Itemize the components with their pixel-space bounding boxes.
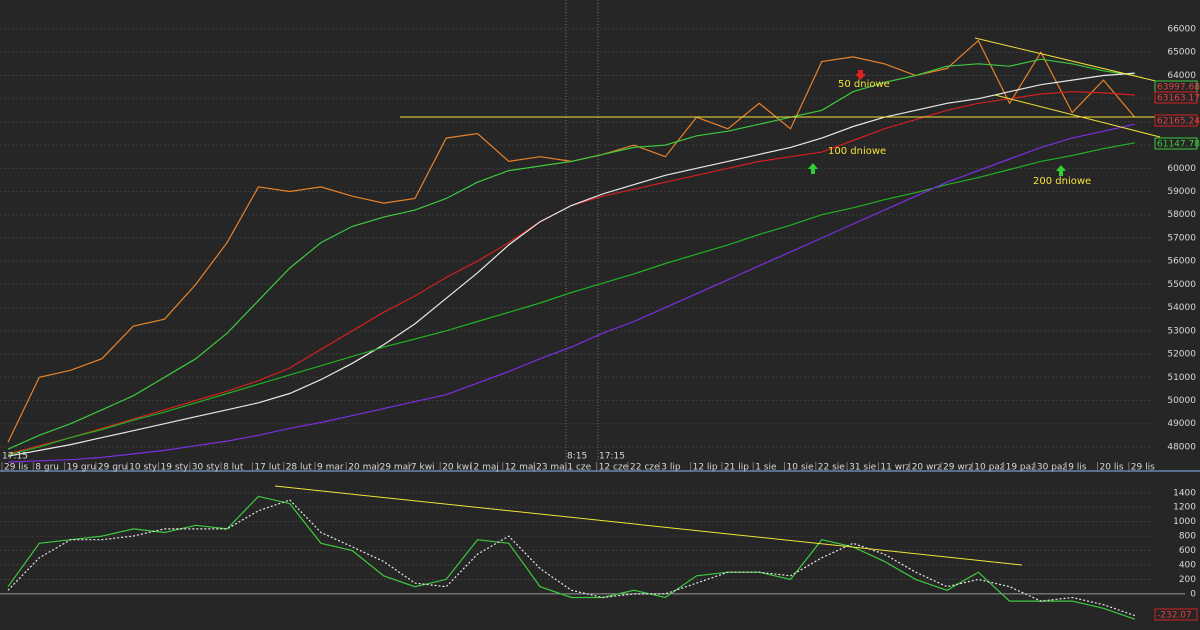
annotation: 200 dniowe bbox=[1033, 176, 1091, 187]
last-value-box bbox=[1154, 114, 1198, 127]
arrow-up bbox=[1056, 165, 1066, 176]
x-tick-label: 30 sty bbox=[192, 463, 221, 473]
y-tick-label: 55000 bbox=[1167, 280, 1196, 290]
x-tick-label: 31 sie bbox=[849, 463, 877, 473]
y-tick-label: 58000 bbox=[1167, 210, 1196, 220]
y-tick-label: 49000 bbox=[1167, 419, 1196, 429]
x-tick-label: 29 mar bbox=[380, 463, 413, 473]
y-tick-label: 54000 bbox=[1167, 303, 1196, 313]
y-tick-label: 52000 bbox=[1167, 350, 1196, 360]
y-tick-label: 1400 bbox=[1173, 488, 1196, 498]
y-tick-label: 600 bbox=[1179, 546, 1196, 556]
series-line bbox=[7, 495, 1135, 620]
x-tick-label: 9 mar bbox=[317, 463, 344, 473]
x-tick-label: 19 sty bbox=[161, 463, 190, 473]
y-tick-label: 57000 bbox=[1167, 233, 1196, 243]
last-value-box bbox=[1154, 608, 1198, 621]
trend-line bbox=[994, 94, 1161, 138]
time-label: 17:15 bbox=[599, 452, 625, 462]
series-line bbox=[7, 142, 1135, 456]
x-tick-label: 2 maj bbox=[474, 463, 499, 473]
x-tick-label: 23 maj bbox=[536, 463, 567, 473]
arrow-down bbox=[855, 70, 866, 80]
time-label: 8:15 bbox=[567, 452, 587, 462]
x-tick-label: 20 mar bbox=[348, 463, 381, 473]
x-tick-label: 28 lut bbox=[286, 463, 313, 473]
series-line bbox=[7, 499, 1135, 617]
series-line bbox=[7, 58, 1135, 450]
x-tick-label: 29 lis bbox=[1131, 463, 1155, 473]
x-tick-label: 20 kwi bbox=[442, 463, 471, 473]
x-tick-label: 20 wrz bbox=[912, 463, 942, 473]
x-tick-label: 7 kwi bbox=[411, 463, 435, 473]
y-tick-label: 50000 bbox=[1167, 396, 1196, 406]
trend-line bbox=[974, 37, 1161, 83]
last-value: -232.07 bbox=[1157, 611, 1192, 621]
x-tick-label: 22 cze bbox=[630, 463, 660, 473]
y-tick-label: 200 bbox=[1179, 575, 1196, 585]
y-tick-label: 51000 bbox=[1167, 373, 1196, 383]
x-tick-label: 20 lis bbox=[1100, 463, 1124, 473]
annotation: 50 dniowe bbox=[838, 79, 890, 90]
y-tick-label: 59000 bbox=[1167, 187, 1196, 197]
annotation: 100 dniowe bbox=[828, 146, 886, 157]
plot-layer: 48000 49000 50000 51000 52000 53000 54000 55000… bbox=[0, 25, 1196, 620]
x-tick-label: 1 cze bbox=[567, 463, 591, 473]
y-tick-label: 65000 bbox=[1167, 48, 1196, 58]
last-value: 63163.17 bbox=[1157, 94, 1200, 104]
y-tick-label: 1200 bbox=[1173, 503, 1196, 513]
x-tick-label: 19 paź bbox=[1006, 463, 1037, 473]
y-tick-label: 56000 bbox=[1167, 257, 1196, 267]
x-tick-label: 10 paź bbox=[974, 463, 1005, 473]
x-tick-label: 3 lip bbox=[661, 463, 681, 473]
y-tick-label: 60000 bbox=[1167, 164, 1196, 174]
x-tick-label: 8 gru bbox=[35, 463, 59, 473]
last-value: 63997.68 bbox=[1157, 83, 1200, 93]
y-tick-label: 66000 bbox=[1167, 25, 1196, 35]
series-line bbox=[7, 72, 1135, 457]
time-label: 17:15 bbox=[2, 452, 28, 462]
series-line bbox=[7, 123, 1135, 463]
x-tick-label: 29 gru bbox=[98, 463, 127, 473]
x-tick-label: 12 lip bbox=[693, 463, 718, 473]
x-tick-label: 10 sie bbox=[787, 463, 815, 473]
trend-line bbox=[274, 485, 1023, 566]
last-value: 62165.24 bbox=[1157, 117, 1200, 127]
x-tick-label: 12 maj bbox=[505, 463, 536, 473]
y-tick-label: 64000 bbox=[1167, 71, 1196, 81]
x-tick-label: 29 lis bbox=[4, 463, 28, 473]
y-tick-label: 53000 bbox=[1167, 326, 1196, 336]
last-value-box bbox=[1154, 91, 1198, 104]
last-value: 61147.78 bbox=[1157, 140, 1200, 150]
y-tick-label: 400 bbox=[1179, 561, 1196, 571]
x-tick-label: 21 lip bbox=[724, 463, 749, 473]
x-tick-label: 29 wrz bbox=[943, 463, 973, 473]
y-tick-label: 1000 bbox=[1173, 517, 1196, 527]
x-tick-label: 8 lut bbox=[223, 463, 244, 473]
y-tick-label: 0 bbox=[1190, 589, 1196, 599]
x-tick-label: 12 cze bbox=[599, 463, 629, 473]
y-tick-label: 48000 bbox=[1167, 442, 1196, 452]
x-tick-label: 1 sie bbox=[755, 463, 777, 473]
y-tick-label: 800 bbox=[1179, 532, 1196, 542]
x-tick-label: 17 lut bbox=[254, 463, 281, 473]
x-tick-label: 19 gru bbox=[67, 463, 96, 473]
x-tick-label: 9 lis bbox=[1068, 463, 1087, 473]
x-tick-label: 22 sie bbox=[818, 463, 846, 473]
last-value-box bbox=[1154, 137, 1198, 150]
arrow-up bbox=[808, 163, 818, 174]
x-tick-label: 30 paź bbox=[1037, 463, 1068, 473]
x-tick-label: 10 sty bbox=[129, 463, 158, 473]
x-tick-label: 11 wrz bbox=[880, 463, 910, 473]
